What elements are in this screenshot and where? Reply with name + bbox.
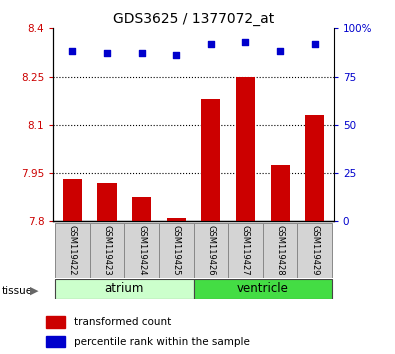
Bar — [159, 223, 194, 278]
Bar — [201, 99, 220, 221]
Bar — [132, 197, 151, 221]
Bar — [55, 223, 90, 278]
Bar — [167, 218, 186, 221]
Point — [104, 51, 110, 56]
Bar — [90, 223, 124, 278]
Text: GSM119429: GSM119429 — [310, 225, 319, 276]
Text: GSM119422: GSM119422 — [68, 225, 77, 276]
Bar — [55, 279, 194, 299]
Bar — [228, 223, 263, 278]
Point — [277, 48, 283, 54]
Text: ▶: ▶ — [30, 286, 39, 296]
Text: percentile rank within the sample: percentile rank within the sample — [74, 337, 250, 347]
Bar — [46, 336, 65, 347]
Bar — [236, 76, 255, 221]
Text: tissue: tissue — [2, 286, 33, 296]
Text: GSM119424: GSM119424 — [137, 225, 146, 276]
Bar — [194, 223, 228, 278]
Bar — [124, 223, 159, 278]
Bar — [297, 223, 332, 278]
Text: transformed count: transformed count — [74, 317, 171, 327]
Bar — [305, 115, 324, 221]
Point — [242, 39, 248, 45]
Bar — [98, 183, 117, 221]
Bar — [263, 223, 297, 278]
Text: atrium: atrium — [105, 282, 144, 295]
Point — [312, 41, 318, 47]
Text: GSM119423: GSM119423 — [102, 225, 111, 276]
Title: GDS3625 / 1377072_at: GDS3625 / 1377072_at — [113, 12, 274, 26]
Point — [69, 48, 75, 54]
Bar — [194, 279, 332, 299]
Point — [208, 41, 214, 47]
Text: GSM119428: GSM119428 — [276, 225, 285, 276]
Text: GSM119425: GSM119425 — [172, 225, 181, 276]
Text: GSM119427: GSM119427 — [241, 225, 250, 276]
Text: ventricle: ventricle — [237, 282, 289, 295]
Bar — [46, 316, 65, 328]
Text: GSM119426: GSM119426 — [206, 225, 215, 276]
Bar — [63, 179, 82, 221]
Point — [173, 52, 179, 58]
Point — [139, 51, 145, 56]
Bar — [271, 165, 290, 221]
